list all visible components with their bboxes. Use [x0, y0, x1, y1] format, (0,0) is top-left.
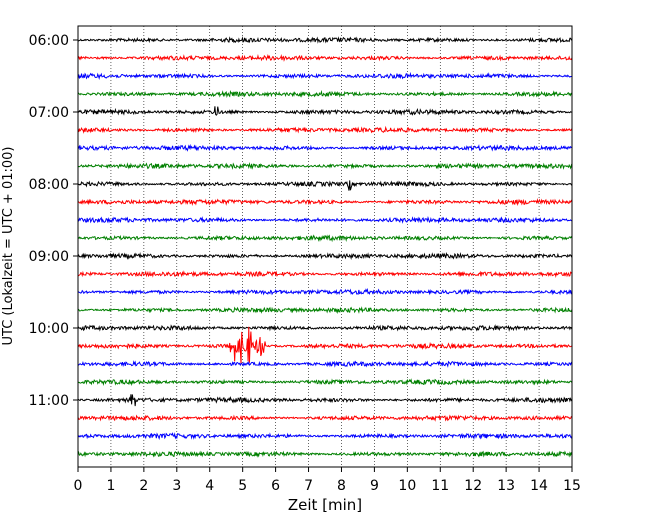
x-tick-label-3: 3 — [172, 478, 181, 494]
x-tick-label-8: 8 — [337, 478, 346, 494]
x-tick-label-0: 0 — [74, 478, 83, 494]
x-tick-label-14: 14 — [530, 478, 548, 494]
x-axis-title: Zeit [min] — [288, 496, 362, 514]
x-tick-label-5: 5 — [238, 478, 247, 494]
trace-0 — [77, 36, 573, 44]
trace-1 — [77, 53, 573, 62]
trace-12 — [77, 252, 573, 261]
x-tick-label-15: 15 — [563, 478, 581, 494]
y-tick-label-1: 07:00 — [29, 105, 69, 121]
seismic-traces — [77, 36, 573, 458]
trace-14 — [77, 287, 573, 296]
y-axis: 06:00 07:00 08:00 09:00 10:00 11:00 — [29, 33, 78, 409]
x-tick-label-6: 6 — [271, 478, 280, 494]
x-tick-label-2: 2 — [139, 478, 148, 494]
y-axis-title: UTC (Lokalzeit = UTC + 01:00) — [1, 147, 16, 346]
trace-11 — [77, 234, 573, 243]
trace-17 — [77, 326, 573, 365]
trace-22 — [77, 432, 573, 441]
x-tick-label-12: 12 — [464, 478, 482, 494]
y-tick-label-0: 06:00 — [29, 33, 69, 49]
trace-9 — [77, 198, 573, 207]
trace-4 — [77, 106, 573, 116]
trace-13 — [77, 270, 573, 279]
trace-16 — [77, 324, 573, 332]
plot-frame — [77, 25, 573, 468]
trace-8 — [77, 180, 573, 191]
trace-18 — [77, 360, 573, 368]
y-tick-label-3: 09:00 — [29, 249, 69, 265]
trace-3 — [77, 89, 573, 99]
trace-5 — [77, 125, 573, 134]
trace-21 — [77, 414, 573, 422]
trace-2 — [77, 71, 573, 80]
y-tick-label-4: 10:00 — [29, 321, 69, 337]
x-tick-label-10: 10 — [398, 478, 416, 494]
trace-6 — [77, 143, 573, 152]
x-tick-label-7: 7 — [304, 478, 313, 494]
x-tick-label-11: 11 — [431, 478, 449, 494]
x-tick-label-9: 9 — [370, 478, 379, 494]
x-axis: 0 1 2 3 4 5 6 7 8 9 10 11 12 13 14 15 — [74, 467, 581, 494]
trace-19 — [77, 378, 573, 387]
y-tick-label-5: 11:00 — [29, 393, 69, 409]
trace-7 — [77, 161, 573, 170]
trace-23 — [77, 450, 573, 458]
x-tick-label-4: 4 — [205, 478, 214, 494]
plot-background — [78, 26, 572, 467]
trace-20 — [77, 394, 573, 407]
trace-15 — [77, 306, 573, 315]
x-tick-label-13: 13 — [497, 478, 515, 494]
y-tick-label-2: 08:00 — [29, 177, 69, 193]
trace-10 — [77, 215, 573, 224]
x-tick-label-1: 1 — [106, 478, 115, 494]
